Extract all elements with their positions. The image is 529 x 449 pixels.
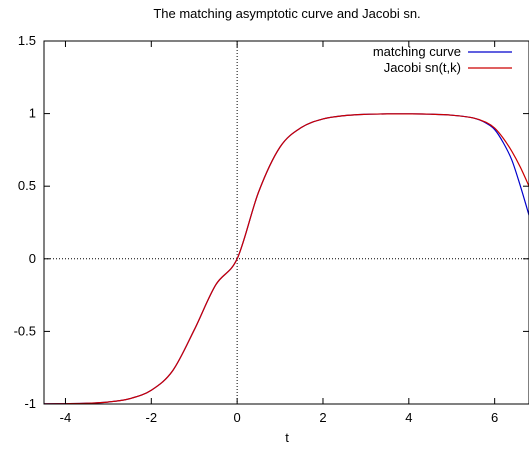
x-tick-label: -2	[146, 410, 158, 425]
y-tick-label: 1.5	[18, 33, 36, 48]
axis-ticks	[44, 40, 529, 405]
y-tick-label: -0.5	[14, 323, 36, 338]
y-tick-labels: -1 -0.5 0 0.5 1 1.5	[14, 33, 36, 411]
y-tick-label: 0.5	[18, 178, 36, 193]
x-tick-label: -4	[60, 410, 72, 425]
zero-axis-lines	[44, 41, 529, 404]
legend-label: Jacobi sn(t,k)	[384, 60, 461, 75]
chart-title: The matching asymptotic curve and Jacobi…	[153, 6, 420, 21]
x-tick-label: 4	[405, 410, 412, 425]
x-tick-label: 6	[491, 410, 498, 425]
y-tick-label: -1	[24, 396, 36, 411]
plot-frame	[43, 40, 529, 405]
legend-label: matching curve	[373, 44, 461, 59]
y-tick-label: 1	[29, 106, 36, 121]
y-tick-label: 0	[29, 251, 36, 266]
series-layer	[43, 113, 529, 405]
x-tick-labels: -4 -2 0 2 4 6	[60, 410, 499, 425]
series-line-jacobi-sn	[43, 113, 529, 405]
x-tick-label: 2	[319, 410, 326, 425]
x-axis-label: t	[285, 430, 289, 445]
x-tick-label: 0	[234, 410, 241, 425]
